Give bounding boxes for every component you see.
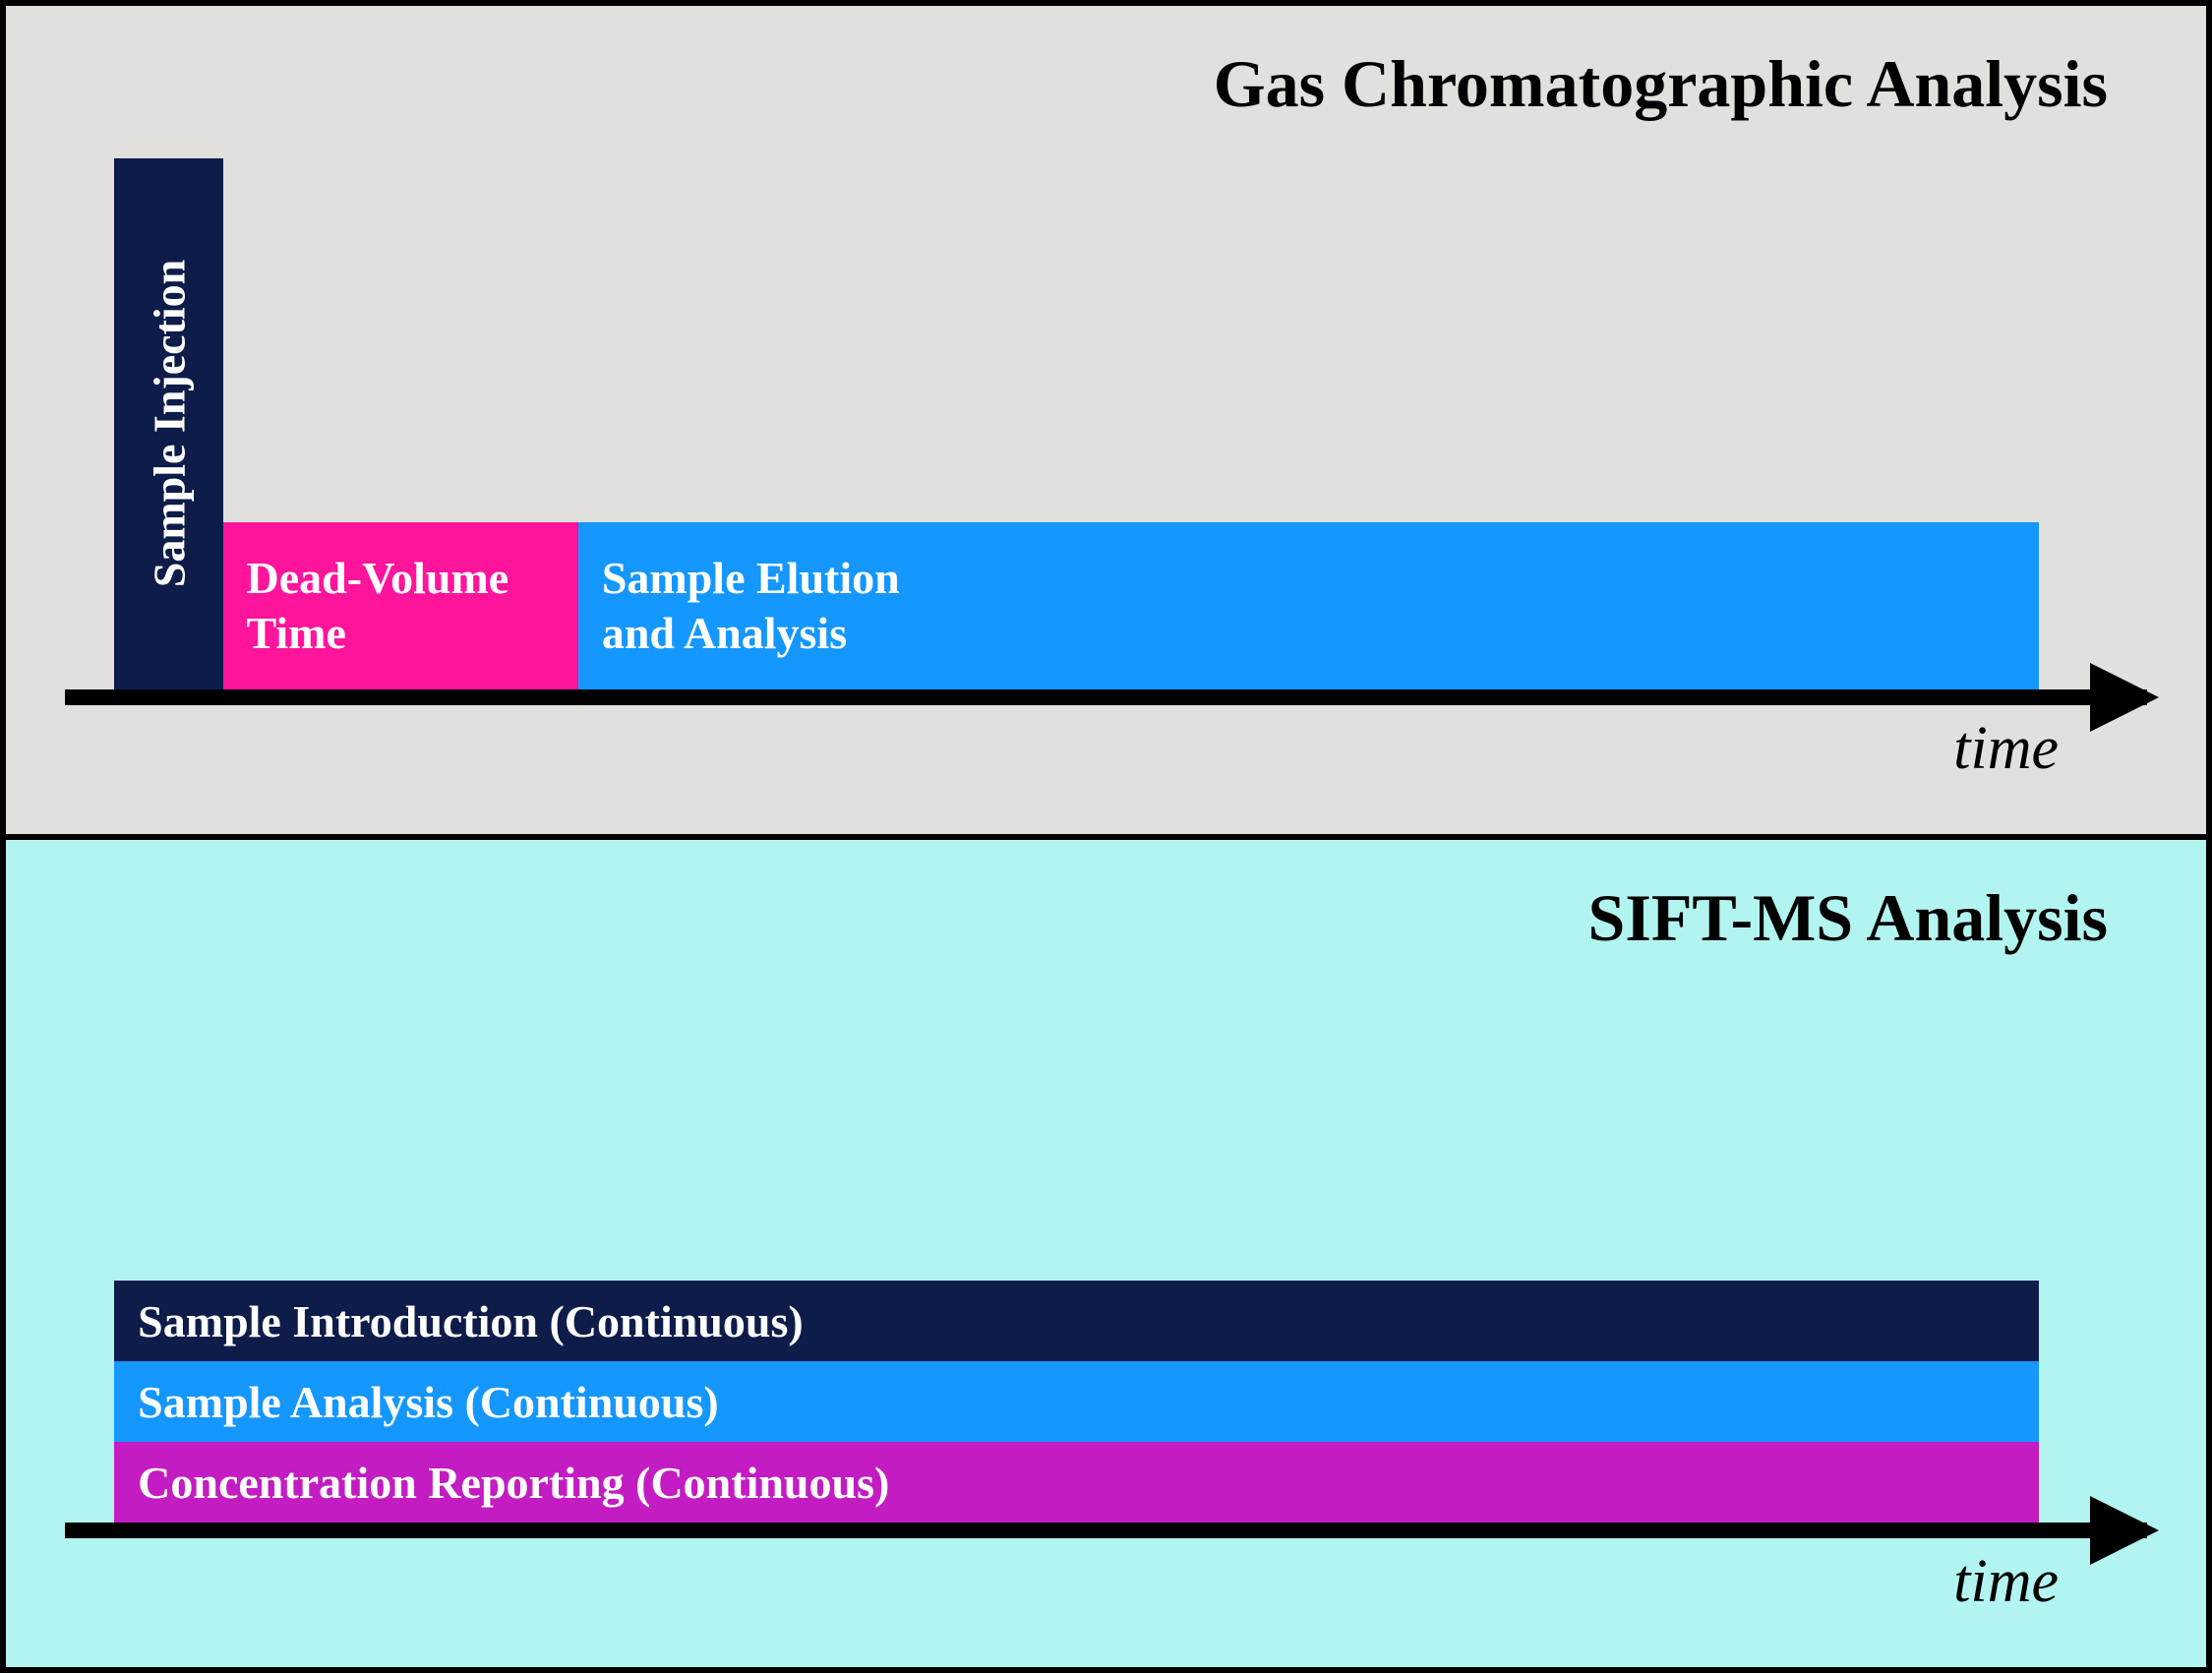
dead-volume-label: Dead-Volume Time xyxy=(247,551,509,659)
gc-arrow-head-icon xyxy=(2090,663,2159,732)
sample-injection-bar: Sample Injection xyxy=(114,158,222,689)
sift-bars-group: Sample Introduction (Continuous) Sample … xyxy=(65,1281,2039,1523)
concentration-reporting-bar: Concentration Reporting (Continuous) xyxy=(114,1442,2039,1523)
gc-bars-group: Sample Injection Dead-Volume Time Sample… xyxy=(65,149,2039,689)
dead-volume-bar: Dead-Volume Time xyxy=(223,522,578,689)
sift-panel: SIFT-MS Analysis Sample Introduction (Co… xyxy=(6,840,2206,1668)
gc-title: Gas Chromatographic Analysis xyxy=(65,45,2147,123)
gc-panel: Gas Chromatographic Analysis Sample Inje… xyxy=(6,6,2206,840)
diagram-container: Gas Chromatographic Analysis Sample Inje… xyxy=(0,0,2212,1673)
gc-timeline: Sample Injection Dead-Volume Time Sample… xyxy=(65,143,2147,764)
sample-analysis-bar: Sample Analysis (Continuous) xyxy=(114,1361,2039,1442)
elution-label: Sample Elution and Analysis xyxy=(602,551,900,659)
sift-timeline: Sample Introduction (Continuous) Sample … xyxy=(65,977,2147,1598)
sample-introduction-bar: Sample Introduction (Continuous) xyxy=(114,1281,2039,1361)
sample-injection-label: Sample Injection xyxy=(143,260,195,588)
elution-bar: Sample Elution and Analysis xyxy=(578,522,2039,689)
gc-time-axis xyxy=(65,689,2147,705)
gc-axis-label: time xyxy=(1953,714,2059,784)
sift-axis-label: time xyxy=(1953,1547,2059,1617)
sift-time-axis xyxy=(65,1523,2147,1538)
sift-arrow-head-icon xyxy=(2090,1496,2159,1565)
sift-title: SIFT-MS Analysis xyxy=(65,879,2147,957)
